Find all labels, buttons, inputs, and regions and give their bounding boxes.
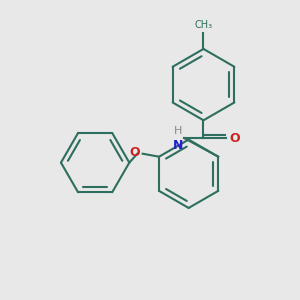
Text: H: H <box>174 126 183 136</box>
Text: O: O <box>230 132 240 145</box>
Text: N: N <box>173 139 184 152</box>
Text: CH₃: CH₃ <box>194 20 213 30</box>
Text: O: O <box>130 146 140 159</box>
